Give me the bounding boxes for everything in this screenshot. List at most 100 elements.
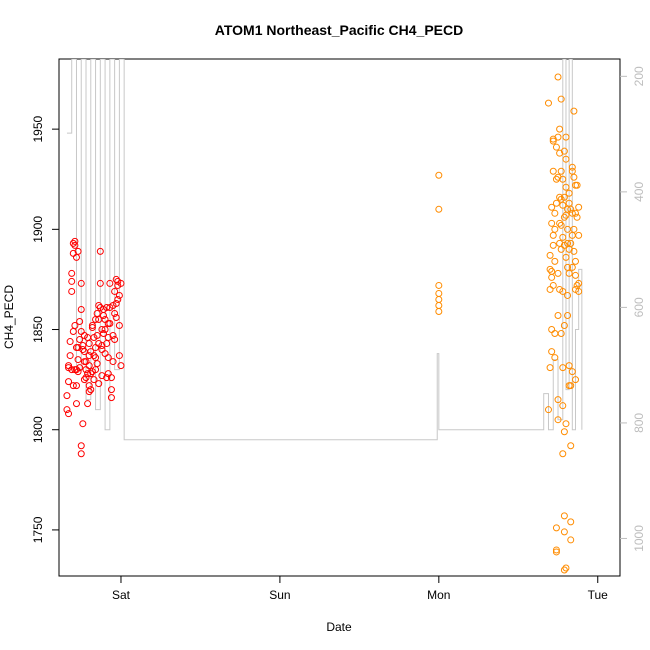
y2-tick-label: 800	[632, 413, 646, 433]
data-point	[112, 299, 120, 307]
data-point	[435, 301, 443, 309]
data-point	[95, 301, 103, 309]
data-point	[435, 171, 443, 179]
data-point	[559, 364, 567, 372]
data-point	[115, 322, 123, 330]
data-point	[72, 382, 80, 390]
data-point	[551, 225, 559, 233]
data-point	[567, 205, 575, 213]
data-point	[562, 155, 570, 163]
data-point	[92, 366, 100, 374]
data-point	[117, 362, 125, 370]
data-point	[565, 269, 573, 277]
y-tick-label: 1750	[31, 516, 45, 543]
x-tick-label: Mon	[427, 588, 450, 602]
y-tick-label: 1950	[31, 115, 45, 142]
data-point	[567, 536, 575, 544]
y2-tick-label: 400	[632, 182, 646, 202]
data-point	[65, 378, 73, 386]
data-point	[570, 173, 578, 181]
data-point	[111, 336, 119, 344]
data-point	[72, 400, 80, 408]
data-point	[560, 428, 568, 436]
data-point	[575, 231, 583, 239]
data-point	[551, 354, 559, 362]
data-point	[552, 548, 560, 556]
plot-frame	[58, 58, 621, 577]
data-point	[568, 209, 576, 217]
data-point	[74, 247, 82, 255]
data-point	[99, 330, 107, 338]
data-point	[552, 524, 560, 532]
data-point	[554, 416, 562, 424]
data-point	[111, 309, 119, 317]
data-point	[96, 279, 104, 287]
data-point	[559, 402, 567, 410]
data-point	[560, 512, 568, 520]
data-point	[564, 239, 572, 247]
data-point	[556, 219, 564, 227]
data-point	[557, 330, 565, 338]
data-point	[568, 263, 576, 271]
data-point	[109, 358, 117, 366]
data-point	[85, 340, 93, 348]
y-axis: 1750 1800 1850 1900 1950	[31, 115, 59, 543]
data-point	[93, 309, 101, 317]
data-point	[572, 209, 580, 217]
data-point	[554, 133, 562, 141]
data-point	[115, 291, 123, 299]
data-point	[117, 279, 125, 287]
data-point	[557, 167, 565, 175]
data-point	[104, 354, 112, 362]
x-tick-label: Sun	[269, 588, 290, 602]
data-point	[79, 346, 87, 354]
data-point	[107, 374, 115, 382]
data-point	[79, 342, 87, 350]
data-point	[562, 183, 570, 191]
data-point	[564, 311, 572, 319]
data-point	[101, 326, 109, 334]
data-point	[554, 396, 562, 404]
data-point	[564, 291, 572, 299]
data-point	[85, 362, 93, 370]
data-point	[85, 388, 93, 396]
data-point	[71, 322, 79, 330]
data-point	[554, 269, 562, 277]
data-point	[567, 382, 575, 390]
data-point	[549, 281, 557, 289]
data-point	[85, 382, 93, 390]
data-point	[101, 316, 109, 324]
data-point	[68, 269, 76, 277]
data-point	[554, 311, 562, 319]
data-point	[565, 362, 573, 370]
data-point	[79, 420, 87, 428]
data-point	[103, 374, 111, 382]
data-point	[77, 305, 85, 313]
data-point	[87, 370, 95, 378]
data-point	[546, 285, 554, 293]
data-point	[68, 277, 76, 285]
data-point	[552, 546, 560, 554]
data-point	[549, 167, 557, 175]
data-point	[76, 336, 84, 344]
data-point	[77, 279, 85, 287]
data-point	[554, 73, 562, 81]
data-point	[98, 326, 106, 334]
data-point	[552, 143, 560, 151]
data-point	[564, 225, 572, 233]
data-point	[557, 95, 565, 103]
data-point	[551, 330, 559, 338]
data-point	[68, 287, 76, 295]
data-point	[560, 528, 568, 536]
data-point	[435, 295, 443, 303]
data-point	[88, 322, 96, 330]
data-point	[82, 374, 90, 382]
data-point	[570, 225, 578, 233]
data-point	[557, 195, 565, 203]
data-point	[562, 564, 570, 572]
data-point	[559, 233, 567, 241]
y2-tick-label: 200	[632, 66, 646, 86]
y-tick-label: 1900	[31, 216, 45, 243]
data-point	[573, 213, 581, 221]
data-point	[104, 334, 112, 342]
